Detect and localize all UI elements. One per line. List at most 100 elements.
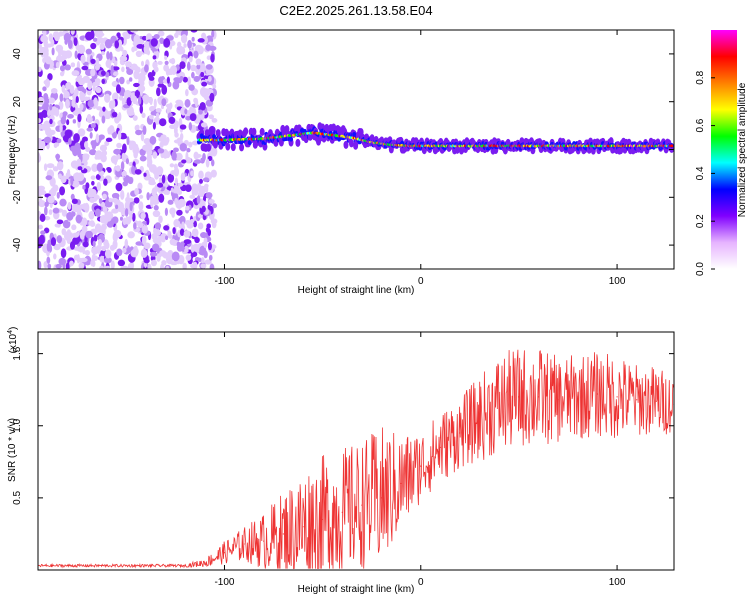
- noise-mark: [98, 37, 105, 44]
- noise-mark: [200, 257, 205, 264]
- noise-mark: [196, 195, 201, 205]
- noise-mark: [157, 60, 163, 65]
- noise-mark: [103, 178, 108, 186]
- noise-mark: [198, 186, 205, 196]
- noise-mark: [105, 59, 112, 68]
- noise-mark: [74, 142, 81, 153]
- noise-mark: [80, 203, 89, 210]
- noise-mark: [126, 97, 132, 106]
- noise-mark: [152, 151, 158, 159]
- noise-mark: [43, 215, 51, 221]
- noise-mark: [94, 30, 102, 38]
- noise-mark: [175, 120, 179, 129]
- snr-point: [518, 396, 520, 398]
- noise-mark: [169, 124, 177, 129]
- noise-mark: [180, 172, 186, 181]
- noise-mark: [165, 265, 170, 269]
- noise-mark: [141, 235, 147, 245]
- noise-mark: [71, 180, 80, 188]
- noise-mark: [101, 150, 108, 157]
- noise-mark: [142, 94, 150, 103]
- noise-mark: [42, 86, 47, 92]
- spectrogram-y-ticks: -40 -20 0 20 40: [12, 48, 674, 252]
- noise-mark: [133, 70, 140, 80]
- noise-mark: [47, 263, 52, 269]
- spectrogram-y-tick-label: 20: [12, 96, 23, 108]
- noise-mark: [57, 55, 66, 62]
- noise-mark: [135, 124, 140, 130]
- noise-mark: [173, 163, 178, 170]
- noise-mark: [89, 188, 97, 198]
- noise-mark: [198, 170, 204, 180]
- noise-mark: [38, 234, 45, 245]
- noise-mark: [165, 190, 170, 196]
- noise-mark: [38, 66, 42, 73]
- noise-mark: [201, 81, 208, 87]
- noise-mark: [72, 119, 77, 124]
- colorbar-tick-label: 0.4: [695, 166, 706, 180]
- noise-mark: [104, 256, 112, 264]
- noise-mark: [77, 128, 86, 137]
- noise-mark: [119, 76, 125, 85]
- noise-mark: [182, 76, 188, 83]
- noise-mark: [211, 118, 218, 123]
- noise-mark: [87, 99, 95, 108]
- noise-mark: [117, 259, 126, 267]
- noise-mark: [147, 143, 153, 152]
- noise-mark: [38, 46, 47, 56]
- noise-mark: [44, 206, 48, 216]
- noise-mark: [38, 152, 41, 163]
- ridge-halo: [295, 138, 301, 147]
- snr-point: [106, 565, 108, 567]
- noise-mark: [125, 158, 130, 165]
- noise-mark: [85, 182, 90, 190]
- noise-mark: [132, 212, 136, 222]
- noise-mark: [56, 235, 63, 244]
- spectrogram-y-tick-label: 0: [12, 146, 23, 152]
- noise-mark: [99, 144, 108, 152]
- noise-mark: [77, 85, 85, 92]
- colorbar: 0.0 0.2 0.4 0.6 0.8 Normalized spectral ampl…: [695, 30, 748, 276]
- noise-mark: [200, 71, 205, 78]
- noise-mark: [71, 224, 77, 231]
- noise-mark: [90, 175, 96, 180]
- noise-mark: [99, 43, 105, 50]
- noise-mark: [66, 169, 71, 177]
- noise-mark: [176, 45, 185, 55]
- noise-mark: [204, 259, 212, 265]
- noise-mark: [172, 227, 176, 235]
- noise-mark: [54, 223, 61, 228]
- noise-mark: [157, 148, 165, 154]
- noise-mark: [208, 199, 215, 204]
- noise-mark: [135, 129, 143, 136]
- snr-point: [361, 504, 363, 506]
- spectrogram-panel: -40 -20 0 20 40 -100 0 100 Height of straight …: [7, 29, 675, 296]
- noise-mark: [165, 103, 173, 108]
- ridge-halo: [618, 146, 624, 155]
- noise-mark: [163, 38, 171, 48]
- noise-mark: [70, 30, 75, 35]
- noise-mark: [52, 166, 59, 172]
- snr-x-tick-label: -100: [214, 577, 234, 588]
- ridge-halo: [239, 143, 245, 152]
- ridge-halo: [206, 143, 212, 152]
- noise-mark: [134, 89, 141, 99]
- noise-mark: [90, 122, 96, 129]
- noise-mark: [90, 68, 96, 77]
- noise-mark: [104, 113, 112, 120]
- noise-mark: [96, 162, 103, 172]
- noise-mark: [127, 263, 133, 269]
- ridge-halo: [243, 127, 249, 136]
- noise-mark: [58, 31, 64, 37]
- noise-mark: [153, 33, 160, 40]
- noise-mark: [68, 137, 72, 145]
- noise-mark: [69, 85, 75, 94]
- noise-mark: [104, 71, 110, 78]
- noise-mark: [143, 44, 150, 55]
- noise-mark: [94, 223, 102, 233]
- noise-mark: [191, 71, 195, 79]
- noise-mark: [189, 194, 196, 199]
- noise-mark: [133, 82, 140, 88]
- noise-mark: [185, 205, 190, 211]
- noise-mark: [179, 124, 187, 130]
